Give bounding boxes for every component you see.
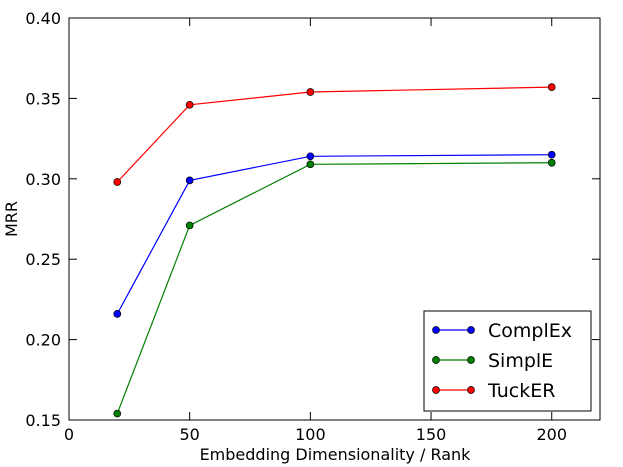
data-point: [113, 409, 122, 418]
data-point: [547, 158, 556, 167]
legend-item-tucker: TuckER: [432, 380, 555, 402]
axes: 0 50 100 150 200 0.15 0.20 0.25 0.30 0.35 0.40: [25, 9, 601, 444]
y-tick-label: 0.25: [25, 250, 61, 269]
legend-item-complex: ComplEx: [432, 320, 572, 342]
series-complex: [113, 150, 556, 318]
x-tick-label: 100: [295, 425, 326, 444]
y-axis-label: MRR: [2, 201, 21, 237]
series-line: [116, 162, 552, 414]
data-point: [547, 150, 556, 159]
series-line: [116, 154, 552, 315]
x-tick-label: 50: [180, 425, 200, 444]
legend-marker: [467, 356, 475, 364]
legend-marker: [467, 386, 475, 394]
data-point: [185, 176, 194, 185]
data-point: [113, 178, 122, 186]
x-tick-label: 200: [536, 425, 567, 444]
series-tucker: [113, 83, 556, 186]
series-lines: [113, 83, 556, 418]
series-simple: [113, 158, 556, 418]
y-tick-label: 0.15: [25, 411, 61, 430]
x-tick-label: 0: [64, 425, 74, 444]
y-tick-label: 0.40: [25, 9, 61, 28]
legend-marker: [432, 386, 440, 394]
legend-marker: [467, 326, 475, 334]
series-line: [116, 86, 552, 183]
legend-item-simple: SimplE: [432, 350, 553, 372]
y-tick-label: 0.20: [25, 331, 61, 350]
data-point: [306, 88, 315, 96]
data-point: [306, 152, 315, 161]
legend-label: TuckER: [487, 380, 555, 402]
legend-marker: [432, 326, 440, 334]
legend-label: SimplE: [488, 350, 553, 372]
plot-frame: [68, 17, 601, 421]
x-axis-label: Embedding Dimensionality / Rank: [200, 445, 472, 464]
legend-marker: [432, 356, 440, 364]
legend-box: [423, 310, 592, 412]
data-point: [113, 310, 122, 318]
y-tick-label: 0.35: [25, 89, 61, 108]
data-point: [306, 160, 315, 169]
data-point: [185, 221, 194, 230]
data-point: [185, 100, 194, 109]
legend-label: ComplEx: [488, 320, 572, 342]
y-tick-label: 0.30: [25, 170, 61, 189]
legend: ComplEx SimplE TuckER: [423, 310, 592, 412]
data-point: [547, 83, 556, 91]
x-tick-label: 150: [416, 425, 447, 444]
